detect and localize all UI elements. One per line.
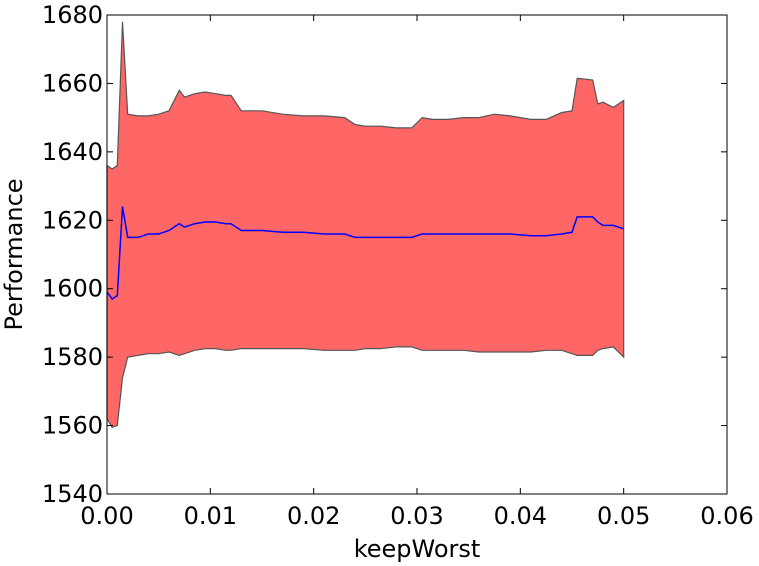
x-tick-label: 0.05 <box>597 502 650 530</box>
x-tick-label: 0.06 <box>700 502 753 530</box>
std-band <box>106 21 625 429</box>
plot-area <box>106 21 625 429</box>
y-tick-label: 1640 <box>42 138 103 166</box>
x-axis-label: keepWorst <box>354 535 481 563</box>
x-tick-label: 0.00 <box>80 502 133 530</box>
y-tick-label: 1600 <box>42 275 103 303</box>
x-tick-label: 0.04 <box>494 502 547 530</box>
y-axis-label: Performance <box>0 178 28 330</box>
y-tick-label: 1580 <box>42 343 103 371</box>
y-tick-label: 1540 <box>42 480 103 508</box>
mean-line <box>106 206 624 301</box>
y-tick-label: 1660 <box>42 69 103 97</box>
y-tick-label: 1620 <box>42 206 103 234</box>
y-tick-label: 1560 <box>42 412 103 440</box>
y-tick-label: 1680 <box>42 1 103 29</box>
x-tick-label: 0.01 <box>184 502 237 530</box>
x-tick-label: 0.02 <box>287 502 340 530</box>
axis-ticks: 0.00 0.01 0.02 0.03 0.04 0.05 0.06 1540 1560 1580… <box>42 1 754 530</box>
x-tick-label: 0.03 <box>390 502 443 530</box>
